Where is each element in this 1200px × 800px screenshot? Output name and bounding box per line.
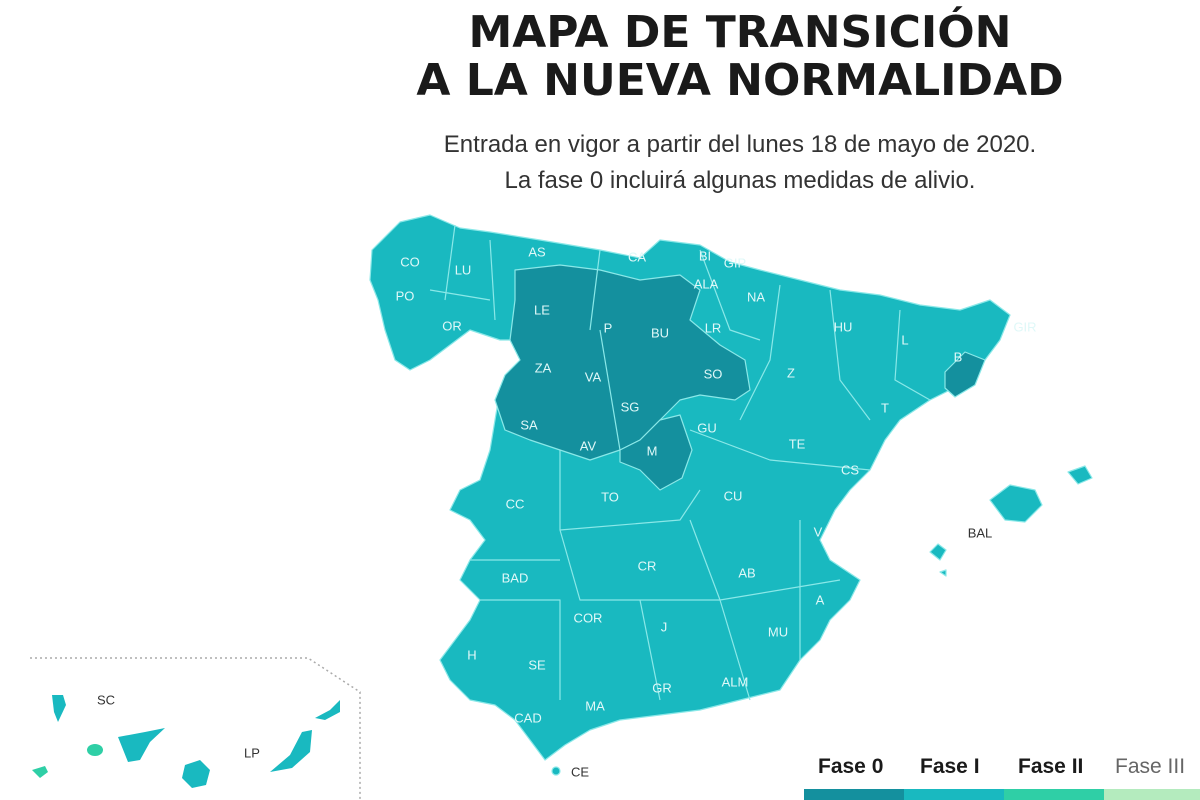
label-sa: SA <box>520 417 538 433</box>
label-b: B <box>953 349 963 365</box>
subtitle-line-2: La fase 0 incluirá algunas medidas de al… <box>504 167 976 194</box>
legend-swatch-fase-3 <box>1104 789 1200 800</box>
label-lu: LU <box>454 262 472 278</box>
label-te: TE <box>788 436 806 452</box>
title-line-2: A LA NUEVA NORMALIDAD <box>416 55 1064 106</box>
label-ab: AB <box>738 565 756 581</box>
label-sc: SC <box>96 692 116 708</box>
label-mu: MU <box>767 624 789 640</box>
label-ce: CE <box>570 764 590 780</box>
label-cc: CC <box>505 496 525 512</box>
label-j: J <box>660 619 668 635</box>
label-t: T <box>881 400 889 416</box>
label-gr: GR <box>652 680 672 696</box>
canary-islands <box>32 695 340 788</box>
label-za: ZA <box>534 360 552 376</box>
label-gir: GIR <box>1013 319 1037 335</box>
legend-swatch-fase-2 <box>1004 789 1104 800</box>
label-l: L <box>901 332 909 348</box>
madrid-fase0 <box>619 414 693 491</box>
label-p: P <box>603 320 613 336</box>
label-le: LE <box>534 302 550 318</box>
ceuta-dot <box>551 766 561 776</box>
label-na: NA <box>746 289 766 305</box>
label-to: TO <box>601 489 619 505</box>
label-gip: GIP <box>723 255 747 271</box>
subtitle-line-1: Entrada en vigor a partir del lunes 18 d… <box>443 131 1037 158</box>
label-h: H <box>467 647 477 663</box>
label-se: SE <box>528 657 546 673</box>
label-v: V <box>813 524 823 540</box>
label-hu: HU <box>833 319 853 335</box>
label-lp: LP <box>244 745 260 761</box>
legend-swatch-fase-1 <box>904 789 1004 800</box>
legend-swatch-fase-0 <box>804 789 904 800</box>
balearic-islands <box>929 465 1093 577</box>
label-cr: CR <box>637 558 657 574</box>
label-sg: SG <box>620 399 640 415</box>
castilla-leon-fase0 <box>494 264 751 461</box>
label-cad: CAD <box>514 710 542 726</box>
label-bi: BI <box>698 248 712 264</box>
barcelona-fase0 <box>944 351 986 398</box>
province-borders <box>429 224 931 701</box>
label-m: M <box>646 443 658 459</box>
label-lr: LR <box>704 320 722 336</box>
label-bal: BAL <box>967 525 993 541</box>
label-bu: BU <box>650 325 670 341</box>
legend-fase-3: Fase III <box>1115 755 1186 778</box>
label-ma: MA <box>585 698 605 714</box>
label-as: AS <box>528 244 546 260</box>
label-or: OR <box>442 318 462 334</box>
label-cu: CU <box>723 488 743 504</box>
legend-fase-1: Fase I <box>920 755 980 778</box>
label-va: VA <box>584 369 602 385</box>
title-line-1: MAPA DE TRANSICIÓN <box>468 7 1012 58</box>
legend-fase-2: Fase II <box>1018 755 1084 778</box>
label-cor: COR <box>573 610 603 626</box>
label-po: PO <box>395 288 415 304</box>
label-ala: ALA <box>693 276 719 292</box>
label-cs: CS <box>840 462 860 478</box>
label-co: CO <box>400 254 420 270</box>
label-alm: ALM <box>721 674 749 690</box>
label-ca: CA <box>627 249 647 265</box>
label-so: SO <box>703 366 723 382</box>
label-z: Z <box>787 365 795 381</box>
label-av: AV <box>579 438 597 454</box>
label-bad: BAD <box>501 570 529 586</box>
legend-fase-0: Fase 0 <box>818 755 884 778</box>
label-a: A <box>815 592 825 608</box>
label-gu: GU <box>697 420 717 436</box>
